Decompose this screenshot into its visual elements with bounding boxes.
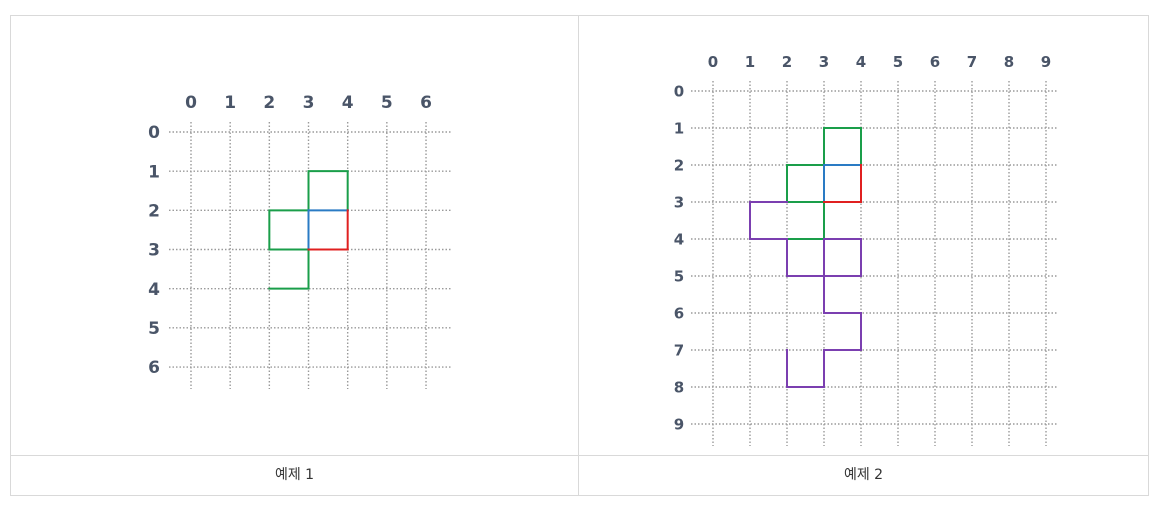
column-label: 3 bbox=[819, 53, 829, 71]
column-label: 7 bbox=[967, 53, 977, 71]
column-label: 8 bbox=[1004, 53, 1014, 71]
column-divider bbox=[578, 15, 579, 496]
column-label: 6 bbox=[930, 53, 940, 71]
curve-segment bbox=[823, 164, 862, 203]
row-label: 0 bbox=[148, 123, 160, 143]
column-label: 6 bbox=[420, 93, 432, 113]
row-label: 3 bbox=[148, 241, 160, 261]
row-label: 9 bbox=[674, 415, 684, 433]
caption-divider bbox=[10, 455, 1149, 456]
curve-segment bbox=[307, 170, 349, 212]
row-label: 4 bbox=[674, 230, 684, 248]
row-label: 5 bbox=[148, 319, 160, 339]
column-label: 1 bbox=[224, 93, 236, 113]
row-label: 3 bbox=[674, 193, 684, 211]
row-label: 7 bbox=[674, 341, 684, 359]
row-label: 6 bbox=[148, 358, 160, 378]
curve-segment bbox=[307, 209, 349, 251]
column-label: 2 bbox=[263, 93, 275, 113]
example-2-caption: 예제 2 bbox=[843, 467, 884, 483]
column-label: 3 bbox=[303, 93, 315, 113]
column-label: 2 bbox=[782, 53, 792, 71]
row-label: 1 bbox=[148, 162, 160, 182]
curve-segment bbox=[823, 127, 862, 166]
row-label: 8 bbox=[674, 378, 684, 396]
column-label: 0 bbox=[185, 93, 197, 113]
example-1-caption: 예제 1 bbox=[274, 467, 315, 483]
row-label: 6 bbox=[674, 304, 684, 322]
column-label: 5 bbox=[381, 93, 393, 113]
curve-segment bbox=[268, 209, 310, 290]
curve-segment bbox=[786, 164, 825, 240]
curve-segment bbox=[749, 201, 862, 388]
column-label: 4 bbox=[342, 93, 354, 113]
column-label: 1 bbox=[745, 53, 755, 71]
examples-table bbox=[10, 15, 1149, 496]
column-label: 4 bbox=[856, 53, 866, 71]
row-label: 0 bbox=[674, 82, 684, 100]
row-label: 1 bbox=[674, 119, 684, 137]
row-label: 2 bbox=[148, 201, 160, 221]
column-label: 9 bbox=[1041, 53, 1051, 71]
row-label: 5 bbox=[674, 267, 684, 285]
row-label: 4 bbox=[148, 280, 160, 300]
column-label: 5 bbox=[893, 53, 903, 71]
row-label: 2 bbox=[674, 156, 684, 174]
column-label: 0 bbox=[708, 53, 718, 71]
